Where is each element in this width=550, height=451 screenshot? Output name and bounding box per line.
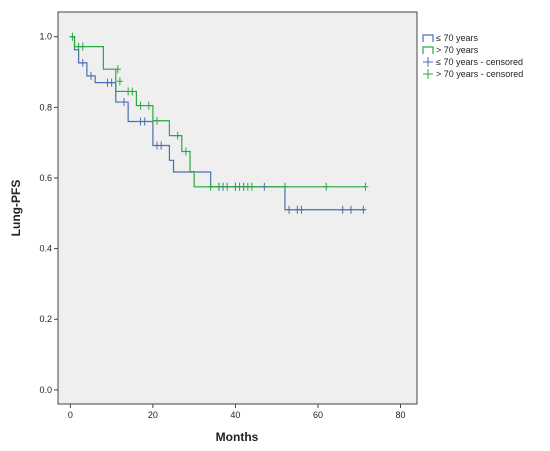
x-axis-title: Months	[216, 430, 259, 444]
legend-censor-swatch	[423, 57, 433, 67]
y-tick-label: 0.6	[39, 173, 52, 183]
legend-item: > 70 years	[422, 45, 479, 55]
censor-mark	[236, 182, 243, 191]
y-axis: 0.0 0.2 0.4 0.6 0.8 1.0	[39, 32, 58, 395]
series-1	[69, 32, 369, 191]
censor-mark	[248, 182, 255, 191]
legend-item: ≤ 70 years - censored	[423, 57, 523, 67]
censor-mark	[298, 205, 305, 214]
censor-mark	[79, 42, 86, 51]
censor-mark	[114, 65, 121, 74]
legend-step-swatch	[422, 34, 434, 42]
km-step-line	[70, 36, 366, 211]
censor-mark	[281, 182, 288, 191]
censor-mark	[88, 71, 95, 80]
y-tick-label: 1.0	[39, 32, 52, 42]
x-tick-label: 0	[68, 410, 73, 420]
censor-mark	[323, 182, 330, 191]
censor-mark	[154, 116, 161, 125]
y-tick-label: 0.8	[39, 102, 52, 112]
censor-mark	[137, 101, 144, 110]
y-tick-label: 0.0	[39, 385, 52, 395]
censor-mark	[362, 182, 369, 191]
legend-item: > 70 years - censored	[423, 69, 523, 79]
censor-mark	[174, 131, 181, 140]
censor-mark	[158, 141, 165, 150]
y-tick-label: 0.4	[39, 244, 52, 254]
legend-label: ≤ 70 years - censored	[436, 57, 523, 67]
censor-mark	[129, 87, 136, 96]
censor-mark	[347, 205, 354, 214]
legend-label: > 70 years - censored	[436, 69, 523, 79]
censor-mark	[224, 182, 231, 191]
censor-mark	[141, 117, 148, 126]
km-step-line	[70, 36, 366, 188]
censor-mark	[108, 78, 115, 87]
series-layer	[69, 32, 369, 214]
x-tick-label: 60	[313, 410, 323, 420]
censor-mark	[79, 58, 86, 67]
censor-mark	[339, 205, 346, 214]
x-tick-label: 20	[148, 410, 158, 420]
censor-mark	[116, 77, 123, 86]
censor-mark	[286, 205, 293, 214]
plot-area	[57, 11, 418, 405]
censor-mark	[207, 182, 214, 191]
x-axis: 0 20 40 60 80	[68, 404, 406, 420]
y-tick-label: 0.2	[39, 314, 52, 324]
censor-mark	[145, 101, 152, 110]
censor-mark	[215, 182, 222, 191]
legend-label: ≤ 70 years	[436, 33, 478, 43]
censor-mark	[360, 205, 367, 214]
censor-mark	[121, 98, 128, 107]
censor-mark	[182, 147, 189, 156]
x-tick-label: 40	[230, 410, 240, 420]
censor-mark	[69, 32, 76, 41]
legend: ≤ 70 years > 70 years ≤ 70 years - censore…	[422, 33, 523, 79]
legend-label: > 70 years	[436, 45, 479, 55]
legend-censor-swatch	[423, 69, 433, 79]
legend-item: ≤ 70 years	[422, 33, 478, 43]
y-axis-title: Lung-PFS	[9, 180, 23, 237]
x-tick-label: 80	[395, 410, 405, 420]
legend-step-swatch	[422, 46, 434, 54]
